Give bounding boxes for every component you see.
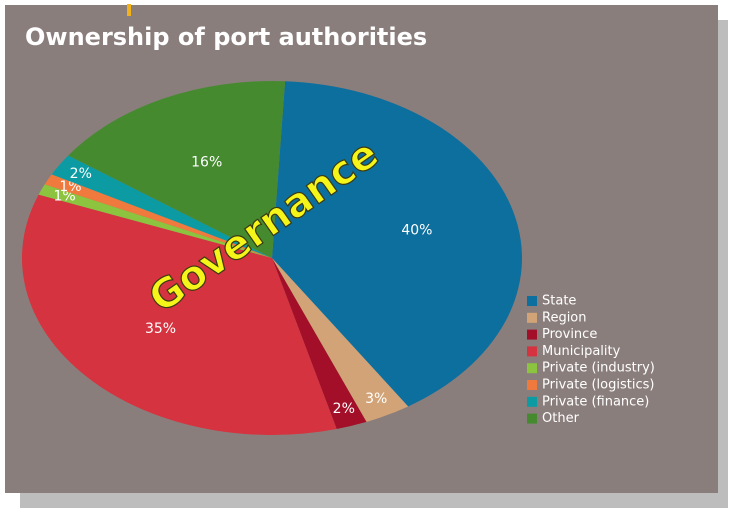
pie: 40%3%2%35%1%1%2%16% [21,81,522,436]
legend-swatch [527,296,537,306]
pie-slice [272,258,367,429]
legend-label: Other [542,411,580,426]
legend-label: Private (logistics) [542,378,654,393]
value-label: 16% [191,154,222,170]
pie-slice [272,258,409,422]
pie-slice [21,194,337,436]
chart-title: Ownership of port authorities [25,23,427,51]
value-label: 2% [333,401,355,417]
accent-mark [127,4,131,16]
legend-label: Municipality [542,344,621,359]
legend-label: Region [542,310,587,325]
legend-swatch [527,413,537,424]
value-label: 3% [365,391,387,407]
legend-swatch [527,346,537,357]
legend-swatch [527,363,537,374]
legend-swatch [527,312,537,323]
pie-slice [51,155,273,258]
pie-slice [38,184,273,258]
legend-label: Private (industry) [542,361,655,376]
pie-slice [272,81,522,407]
legend-label: State [542,294,576,309]
legend-label: Private (finance) [542,394,649,409]
legend-swatch [527,380,537,390]
pie-slice [68,81,286,258]
value-label: 40% [401,223,432,239]
legend-swatch [527,396,537,407]
legend-swatch [527,329,537,340]
legend-label: Province [542,327,597,342]
value-label: 2% [70,166,92,182]
pie-slice [44,174,272,258]
value-label: 35% [145,321,176,337]
